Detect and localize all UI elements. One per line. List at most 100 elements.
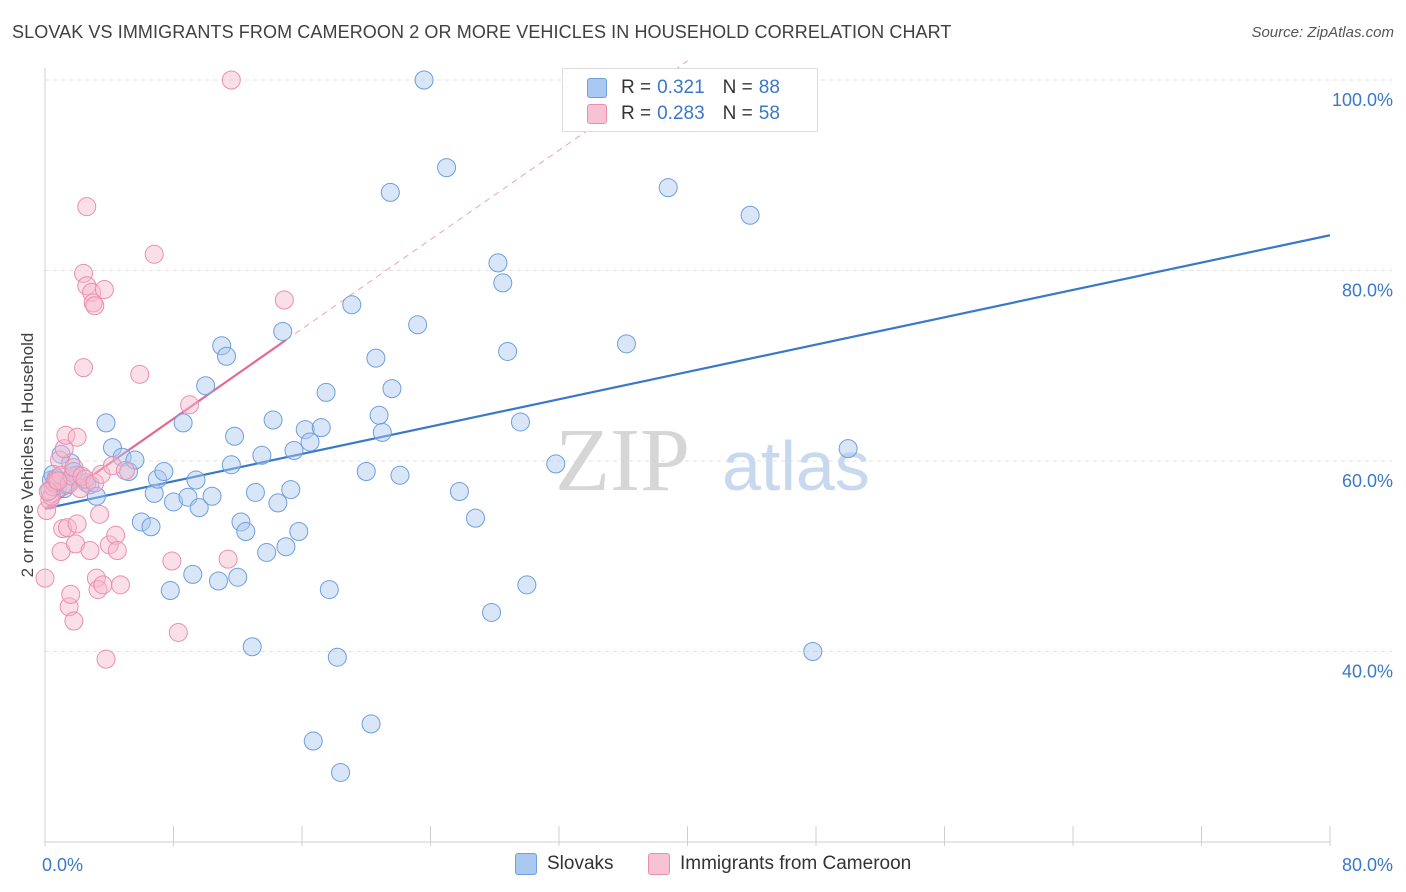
slovak-point xyxy=(319,580,339,600)
slovak-point xyxy=(125,450,145,470)
slovak-point xyxy=(183,564,203,584)
legend-swatch-cameroon xyxy=(587,104,607,124)
slovak-point xyxy=(96,413,116,433)
bottom-legend-swatch-slovaks xyxy=(515,853,537,875)
slovak-point xyxy=(327,647,347,667)
x-tick-label: 0.0% xyxy=(42,855,83,875)
slovak-point xyxy=(303,731,323,751)
slovak-point xyxy=(186,470,206,490)
cameroon-point xyxy=(218,549,238,569)
cameroon-point xyxy=(130,364,150,384)
slovak-point xyxy=(276,537,296,557)
slovak-point xyxy=(449,481,469,501)
x-tick-label: 80.0% xyxy=(1342,855,1393,875)
slovak-point xyxy=(289,521,309,541)
cameroon-point xyxy=(61,584,81,604)
slovak-point xyxy=(361,714,381,734)
slovak-point xyxy=(488,253,508,273)
slovak-point xyxy=(408,315,428,335)
slovak-point xyxy=(311,418,331,438)
cameroon-point xyxy=(274,290,294,310)
slovak-point xyxy=(242,637,262,657)
slovak-point xyxy=(300,432,320,452)
slovak-point xyxy=(252,445,272,465)
legend-r-value: 0.321 xyxy=(657,77,705,98)
y-tick-label: 60.0% xyxy=(1342,471,1393,491)
slovak-point xyxy=(228,567,248,587)
cameroon-point xyxy=(106,525,126,545)
bottom-legend-slovaks: Slovaks xyxy=(515,852,614,876)
cameroon-point xyxy=(107,541,127,561)
slovak-point xyxy=(147,469,167,489)
slovak-point xyxy=(414,70,434,90)
bottom-legend-label-cameroon: Immigrants from Cameroon xyxy=(680,853,912,874)
legend-n-label: N = xyxy=(722,103,753,124)
cameroon-point xyxy=(74,263,94,283)
legend-r-value: 0.283 xyxy=(657,103,705,124)
stats-legend: R = 0.321 N = 88 R = 0.283 N = 58 xyxy=(562,68,818,132)
source-label: Source: ZipAtlas.com xyxy=(1251,24,1394,41)
cameroon-point xyxy=(67,427,87,447)
slovak-point xyxy=(154,461,174,481)
cameroon-point xyxy=(64,611,84,631)
legend-r-label: R = xyxy=(621,103,652,124)
slovak-point xyxy=(369,405,389,425)
slovak-point xyxy=(342,295,362,315)
cameroon-point xyxy=(94,280,114,300)
slovak-point xyxy=(493,273,513,293)
legend-r-label: R = xyxy=(621,77,652,98)
chart-title: SLOVAK VS IMMIGRANTS FROM CAMEROON 2 OR … xyxy=(12,22,952,42)
slovak-point xyxy=(498,341,518,361)
slovak-point xyxy=(658,178,678,198)
slovak-point xyxy=(465,508,485,528)
cameroon-point xyxy=(162,551,182,571)
slovak-point xyxy=(372,422,392,442)
cameroon-point xyxy=(70,479,90,499)
legend-swatch-slovaks xyxy=(587,78,607,98)
slovak-point xyxy=(173,413,193,433)
slovak-point xyxy=(281,480,301,500)
y-tick-label: 100.0% xyxy=(1332,90,1393,110)
cameroon-point xyxy=(90,504,110,524)
cameroon-point xyxy=(168,622,188,642)
slovak-point xyxy=(546,454,566,474)
slovak-point xyxy=(141,517,161,537)
cameroon-point xyxy=(180,395,200,415)
slovak-point xyxy=(268,493,288,513)
slovak-point xyxy=(160,581,180,601)
cameroon-point xyxy=(221,70,241,90)
slovak-point xyxy=(263,410,283,430)
cameroon-point xyxy=(67,514,87,534)
legend-n-label: N = xyxy=(722,77,753,98)
slovak-point xyxy=(273,321,293,341)
slovak-point xyxy=(838,439,858,459)
slovak-point xyxy=(616,334,636,354)
cameroon-point xyxy=(59,597,79,617)
slovak-point xyxy=(356,461,376,481)
slovak-point xyxy=(437,158,457,178)
cameroon-point xyxy=(80,541,100,561)
cameroon-point xyxy=(74,358,94,378)
watermark-atlas: atlas xyxy=(722,427,870,505)
slovak-point xyxy=(803,642,823,661)
slovak-point xyxy=(212,336,232,356)
slovak-point xyxy=(284,441,304,461)
slovak-point xyxy=(202,486,222,506)
slovak-point xyxy=(482,602,502,622)
y-axis-label: 2 or more Vehicles in Household xyxy=(18,332,37,578)
slovak-point xyxy=(257,542,277,562)
y-tick-label: 80.0% xyxy=(1342,281,1393,301)
slovak-point xyxy=(225,426,245,446)
slovak-point xyxy=(208,571,228,591)
slovak-point xyxy=(236,521,256,541)
cameroon-point xyxy=(83,293,103,313)
cameroon-point xyxy=(93,575,113,595)
slovak-point xyxy=(380,182,400,202)
slovak-point xyxy=(331,762,351,782)
bottom-legend-swatch-cameroon xyxy=(648,853,670,875)
cameroon-point xyxy=(85,296,105,316)
slovak-point xyxy=(245,482,265,502)
bottom-legend-cameroon: Immigrants from Cameroon xyxy=(648,852,911,876)
slovak-point xyxy=(295,420,315,440)
